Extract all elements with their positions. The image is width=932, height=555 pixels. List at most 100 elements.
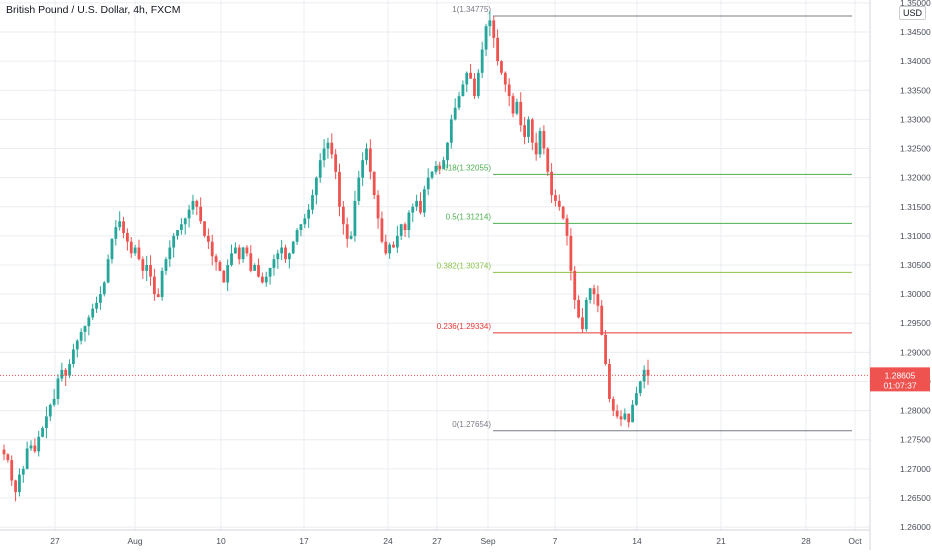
candle-body: [126, 232, 129, 242]
candle-body: [449, 119, 453, 143]
candle-body: [349, 235, 353, 239]
candle-body: [372, 171, 376, 196]
candle-body: [542, 131, 546, 149]
y-tick-label: 1.26500: [900, 493, 931, 503]
candle-body: [133, 247, 137, 254]
candle-body: [179, 224, 183, 231]
candle-body: [446, 142, 449, 161]
candle-body: [199, 206, 203, 222]
candle-body: [249, 253, 253, 271]
y-tick-label: 1.34000: [900, 56, 931, 66]
candle-body: [353, 200, 357, 236]
price-badge-countdown: 01:07:37: [883, 380, 916, 390]
candle-body: [530, 119, 534, 143]
candle-body: [608, 364, 611, 399]
candle-body: [442, 160, 446, 169]
candle-body: [56, 378, 60, 399]
candle-body: [584, 299, 588, 330]
candle-body: [411, 206, 415, 213]
candle-body: [137, 247, 141, 260]
candle-body: [264, 276, 268, 283]
x-tick-label: 10: [216, 536, 226, 546]
candle-body: [95, 302, 98, 309]
x-tick-label: 28: [801, 536, 811, 546]
candle-body: [546, 148, 550, 172]
candle-body: [619, 416, 623, 420]
candle-body: [241, 247, 245, 260]
fib-level-label: 0.236(1.29334): [437, 322, 492, 331]
candle-body: [384, 241, 388, 254]
candle-body: [326, 142, 330, 149]
fib-level-label: 1(1.34775): [452, 5, 491, 14]
candle-body: [523, 125, 526, 137]
candle-body: [341, 206, 345, 225]
candle-body: [14, 480, 17, 493]
candle-body: [233, 247, 237, 254]
candle-body: [29, 445, 33, 449]
x-tick-label: Oct: [848, 536, 862, 546]
candle-body: [376, 195, 380, 219]
currency-button[interactable]: USD: [898, 6, 926, 20]
candle-body: [642, 369, 646, 382]
candle-body: [430, 171, 434, 178]
candle-body: [21, 468, 25, 475]
candle-body: [434, 165, 438, 172]
candle-body: [388, 244, 392, 254]
candle-body: [52, 398, 56, 405]
candle-body: [338, 171, 341, 207]
x-tick-label: 17: [299, 536, 309, 546]
candle-body: [152, 276, 156, 295]
x-tick-label: 21: [716, 536, 726, 546]
y-tick-label: 1.31500: [900, 202, 931, 212]
candle-body: [299, 224, 303, 231]
candle-body: [519, 101, 523, 126]
candle-body: [122, 221, 125, 233]
candle-body: [118, 221, 122, 228]
candle-body: [129, 241, 133, 254]
candle-body: [268, 267, 272, 277]
grid: [0, 0, 870, 530]
candle-body: [507, 84, 511, 97]
y-tick-label: 1.27500: [900, 435, 931, 445]
candle-body: [64, 369, 68, 376]
candle-body: [187, 209, 191, 219]
candle-body: [500, 61, 503, 73]
candle-body: [75, 340, 79, 350]
candle-body: [25, 448, 29, 469]
candle-body: [72, 349, 75, 365]
candle-body: [33, 445, 37, 452]
candle-body: [565, 218, 569, 236]
candle-body: [623, 413, 627, 420]
candle-body: [226, 265, 230, 283]
candle-body: [99, 294, 102, 303]
candle-body: [41, 428, 44, 437]
candle-body: [210, 241, 214, 257]
candle-body: [222, 270, 226, 283]
candle-body: [318, 160, 322, 178]
candle-body: [357, 177, 361, 201]
candle-body: [287, 253, 291, 260]
candle-body: [68, 364, 71, 376]
price-badge: [870, 367, 930, 392]
candle-body: [257, 265, 260, 277]
candle-body: [631, 404, 634, 423]
candle-body: [399, 224, 403, 236]
candle-body: [164, 259, 168, 271]
candle-body: [615, 410, 619, 417]
candle-body: [91, 308, 95, 318]
candle-body: [218, 262, 222, 271]
candle-body: [114, 227, 118, 239]
candle-body: [557, 200, 561, 207]
candle-body: [60, 369, 64, 379]
candle-body: [295, 230, 299, 242]
candle-body: [484, 26, 488, 50]
y-tick-label: 1.31000: [900, 231, 931, 241]
y-tick-label: 1.33000: [900, 114, 931, 124]
candle-body: [18, 474, 21, 493]
candle-body: [322, 148, 326, 161]
candle-body: [206, 235, 210, 242]
candle-body: [253, 265, 257, 271]
candle-body: [480, 49, 484, 73]
